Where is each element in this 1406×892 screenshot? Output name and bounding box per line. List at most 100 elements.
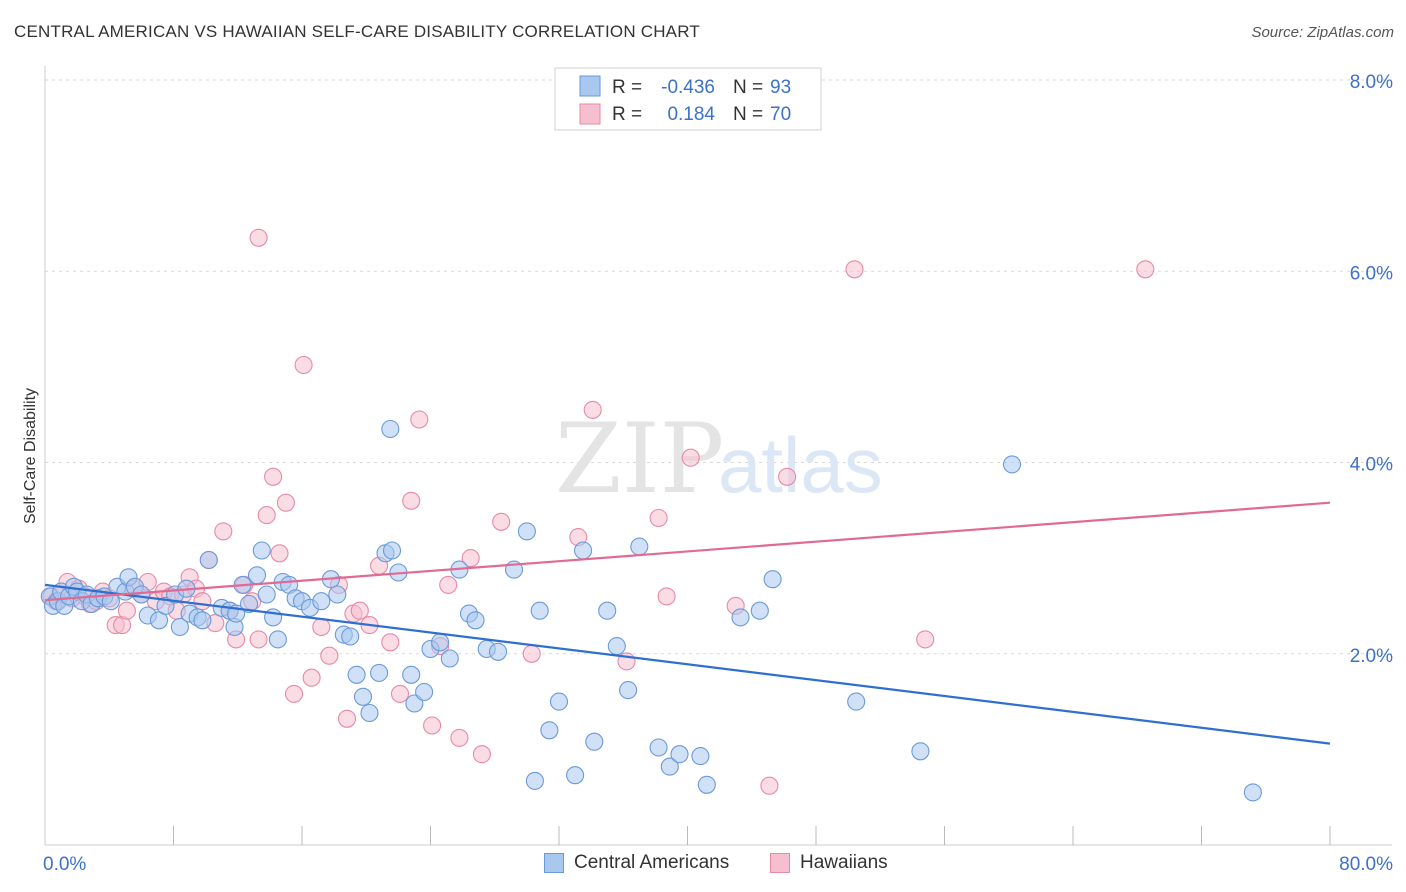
data-point (691, 747, 710, 766)
data-point (657, 587, 676, 606)
x-tick-label: 0.0% (43, 854, 86, 875)
data-point (439, 575, 458, 594)
data-point (214, 522, 233, 541)
data-point (276, 493, 295, 512)
data-point (731, 608, 750, 627)
legend-item-central-americans: Central Americans (544, 852, 729, 874)
data-point (760, 776, 779, 795)
data-point (193, 592, 212, 611)
legend-label: Hawaiians (800, 852, 888, 873)
legend-r-label: R = (612, 77, 642, 98)
legend-top: R = -0.436 N = 93 R = 0.184 N = 70 (554, 67, 822, 131)
x-tick-label: 80.0% (1339, 854, 1393, 875)
legend-swatch-blue (579, 75, 601, 97)
data-point (630, 537, 649, 556)
legend-label: Central Americans (574, 852, 730, 873)
legend-bottom: Central Americans Hawaiians (0, 852, 1406, 878)
data-point (350, 601, 369, 620)
data-point (517, 522, 536, 541)
data-point (360, 703, 379, 723)
grid-layer (45, 79, 1392, 655)
legend-n-value: 93 (770, 77, 791, 98)
y-axis-label: Self-Care Disability (22, 388, 39, 524)
data-point (847, 692, 866, 711)
x-tick-labels: 0.0% 80.0% (43, 854, 1393, 875)
data-point (450, 728, 469, 747)
data-point (619, 681, 638, 700)
data-point (257, 506, 276, 525)
y-tick-labels: 2.0% 4.0% 6.0% 8.0% (1350, 72, 1393, 667)
data-point (566, 766, 585, 785)
data-point (440, 649, 459, 668)
data-point (778, 467, 797, 486)
data-point (312, 592, 331, 611)
trend-line-central-americans (44, 583, 1331, 745)
data-point (284, 684, 304, 703)
data-point (525, 771, 544, 790)
data-point (488, 642, 508, 661)
data-point (199, 550, 218, 570)
data-point (461, 549, 480, 568)
legend-n-label: N = (733, 77, 763, 98)
data-point (697, 775, 716, 794)
y-tick-label: 4.0% (1350, 455, 1393, 476)
data-point (598, 601, 617, 620)
data-point (911, 742, 930, 761)
data-point (522, 644, 541, 663)
data-point (431, 633, 450, 652)
data-point (410, 410, 429, 429)
chart-title: CENTRAL AMERICAN VS HAWAIIAN SELF-CARE D… (14, 22, 700, 41)
axes-layer (44, 66, 1392, 846)
data-point (583, 400, 602, 419)
data-point (341, 627, 360, 646)
data-point (540, 721, 559, 740)
data-point (312, 617, 331, 637)
data-point (294, 355, 313, 375)
data-point (607, 637, 626, 656)
legend-swatch-pink (579, 103, 601, 125)
data-point (347, 665, 366, 684)
data-point (132, 585, 151, 604)
data-point (405, 694, 424, 713)
data-point (423, 716, 442, 735)
data-point (415, 682, 434, 702)
trend-line-hawaiians (44, 501, 1331, 602)
legend-swatch-pink (770, 853, 790, 873)
data-point (649, 508, 668, 528)
data-point (302, 668, 321, 687)
data-point (916, 630, 935, 649)
data-point (549, 692, 569, 711)
y-tick-label: 6.0% (1350, 263, 1393, 284)
watermark-atlas: atlas (718, 421, 883, 509)
data-point (117, 601, 136, 620)
watermark: ZIP atlas (555, 403, 883, 515)
legend-r-value: 0.184 (667, 104, 715, 125)
legend-r-label: R = (612, 104, 642, 125)
data-point (660, 757, 679, 776)
data-point (1243, 783, 1262, 802)
data-point (472, 745, 491, 764)
y-tick-label: 2.0% (1350, 646, 1393, 667)
data-point (247, 566, 267, 585)
data-point (845, 260, 864, 279)
data-point (390, 684, 410, 703)
data-point (670, 745, 689, 764)
data-point (239, 594, 259, 614)
data-point (249, 228, 268, 247)
data-point (585, 732, 604, 751)
data-point (649, 738, 668, 757)
data-point (249, 630, 268, 649)
central-americans-points (40, 419, 1262, 802)
data-point (1002, 455, 1022, 474)
data-point (402, 665, 421, 684)
legend-n-value: 70 (770, 104, 791, 125)
data-point (170, 617, 189, 637)
legend-swatch-blue (544, 853, 564, 873)
data-point (381, 419, 400, 439)
source-label: Source: ZipAtlas.com (1251, 24, 1394, 41)
data-point (1136, 260, 1155, 279)
data-point (268, 630, 287, 649)
data-point (382, 541, 402, 560)
data-point (402, 491, 421, 510)
